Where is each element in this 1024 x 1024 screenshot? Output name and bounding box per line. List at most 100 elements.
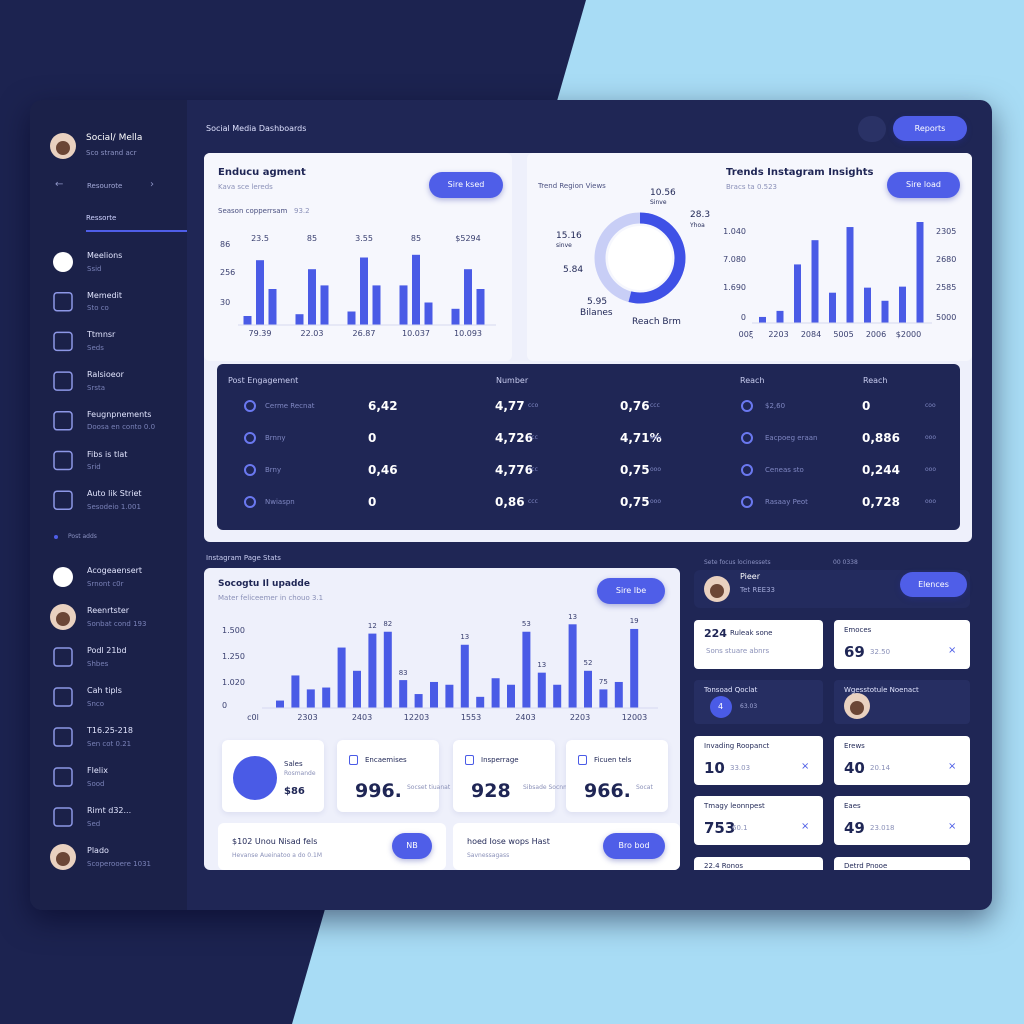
info-card <box>834 857 970 870</box>
stat-value: 996. <box>355 779 402 802</box>
x-tick-label: 12203 <box>403 713 430 722</box>
y-tick-label: 2680 <box>936 255 957 264</box>
nav-item-sub: Srid <box>87 463 101 471</box>
table-cell: ccc <box>528 466 538 473</box>
button[interactable]: Sire Ibe <box>597 578 665 604</box>
card-subtitle: Bracs ta 0.523 <box>726 182 777 191</box>
button[interactable]: Sire load <box>887 172 960 198</box>
y-tick-label: 256 <box>220 268 236 277</box>
y-tick-label: 0 <box>740 313 746 322</box>
donut-label: 10.56 <box>650 187 676 198</box>
button[interactable]: Elences <box>900 572 967 597</box>
card-icon: × <box>948 645 957 656</box>
nav-item-sub: Sed <box>87 819 101 828</box>
table-cell: ooo <box>650 498 662 505</box>
info-card <box>834 736 970 785</box>
profile-sub: Tet REE33 <box>740 585 775 594</box>
data-label: 85 <box>306 234 318 243</box>
info-card <box>694 736 823 785</box>
card-value: 4 <box>718 702 724 711</box>
stat-sub: Socset tiuanat <box>407 784 451 791</box>
x-tick-label: 2403 <box>515 713 536 722</box>
table-header: Reach <box>740 376 765 385</box>
stat-icon <box>578 755 587 765</box>
card-title: Socogtu Il upadde <box>218 578 310 589</box>
table-cell: Cerme Recnat <box>265 401 315 410</box>
table-cell: Brnny <box>265 433 286 442</box>
donut-label: 5.95 <box>587 296 608 307</box>
table-cell: Rasaay Peot <box>765 497 808 506</box>
stat-sub: Rosmande <box>284 770 316 777</box>
card-sub: 23.018 <box>870 823 895 832</box>
button[interactable]: Sire ksed <box>429 172 503 198</box>
y-tick-label: 0 <box>222 701 228 710</box>
x-tick-label: 5005 <box>833 330 854 339</box>
table-cell: 0,46 <box>368 463 398 477</box>
table-cell: ooo <box>650 466 662 473</box>
nav-item: Meelions <box>87 251 123 260</box>
table-cell: coo <box>925 402 936 409</box>
card-title: Enducu agment <box>218 167 306 178</box>
card-title: Tonsoad Qoclat <box>704 685 758 694</box>
card-title: Invading Roopanct <box>704 741 770 750</box>
card-icon: × <box>948 761 957 772</box>
profile-name: Social/ Mella <box>86 132 143 143</box>
donut-label: Reach Brm <box>632 316 681 327</box>
icon-button[interactable] <box>858 116 886 142</box>
x-tick-label: c0l <box>247 713 259 722</box>
x-tick-label: 2006 <box>865 330 887 339</box>
data-label: $5294 <box>455 234 481 243</box>
nav-item-sub: Ssid <box>87 264 102 273</box>
table-cell: 0,76 <box>620 399 650 413</box>
nav-item-sub: Srnont c0r <box>87 579 124 588</box>
nav-item: Ttmnsr <box>87 330 116 340</box>
table-cell: 4,71% <box>620 431 662 445</box>
x-tick-label: 79.39 <box>248 329 272 338</box>
stat-sub: Socat <box>636 784 653 791</box>
x-tick-label: 2203 <box>768 330 789 339</box>
table-cell: 4,77 <box>495 399 525 413</box>
y-tick-label: 1.250 <box>222 652 245 661</box>
table-cell: 4,726 <box>495 431 533 445</box>
x-tick-label: 22.03 <box>300 329 324 338</box>
table-cell: ooo <box>925 466 937 473</box>
nav-item-sub: Seds <box>87 343 104 352</box>
y-tick-label: 5000 <box>936 313 957 322</box>
card-sub: 33.03 <box>730 763 751 772</box>
stat-icon <box>349 755 358 765</box>
x-tick-label: 12003 <box>621 713 648 722</box>
table-cell: 0,886 <box>862 431 900 445</box>
table-cell: ccc <box>528 498 538 505</box>
nav-item-sub: Doosa en conto 0.0 <box>87 423 156 432</box>
nav-item-sub: Sonbat cond 193 <box>87 619 147 628</box>
card-title: Wgesstotule Noenact <box>844 685 919 694</box>
nav-item: Fibs is tlat <box>87 449 128 459</box>
table-cell: 0,728 <box>862 495 900 509</box>
card-value: 40 <box>844 758 865 777</box>
x-tick-label: 00ξ <box>738 330 754 339</box>
stat-icon <box>233 756 277 800</box>
table-cell: 4,776 <box>495 463 533 477</box>
nav-item: Podl 21bd <box>87 646 127 655</box>
button[interactable]: Reports <box>893 116 967 141</box>
y-tick-label: 1.500 <box>222 626 245 635</box>
nav-item: Reenrtster <box>87 606 130 615</box>
card-sub: 63.03 <box>740 703 758 710</box>
nav-label: Resourote <box>87 181 123 190</box>
button[interactable]: NB <box>392 833 432 859</box>
button[interactable]: Bro bod <box>603 833 665 859</box>
stat-value: 966. <box>584 779 631 802</box>
stat-title: Sales <box>284 759 303 768</box>
data-label: 53 <box>521 620 531 629</box>
table-cell: ccc <box>650 402 660 409</box>
x-tick-label: 2084 <box>800 330 822 339</box>
tab-underline <box>86 230 187 232</box>
table-cell: 0,86 <box>495 495 525 509</box>
profile-sub: Sco strand acr <box>86 148 137 157</box>
data-label: 3.55 <box>355 234 373 243</box>
tab-label: Ressorte <box>86 213 117 222</box>
nav-item: Feugnpnements <box>87 409 152 419</box>
card-title: Tmagy leonnpest <box>704 801 765 810</box>
x-tick-label: 10.093 <box>454 329 482 338</box>
